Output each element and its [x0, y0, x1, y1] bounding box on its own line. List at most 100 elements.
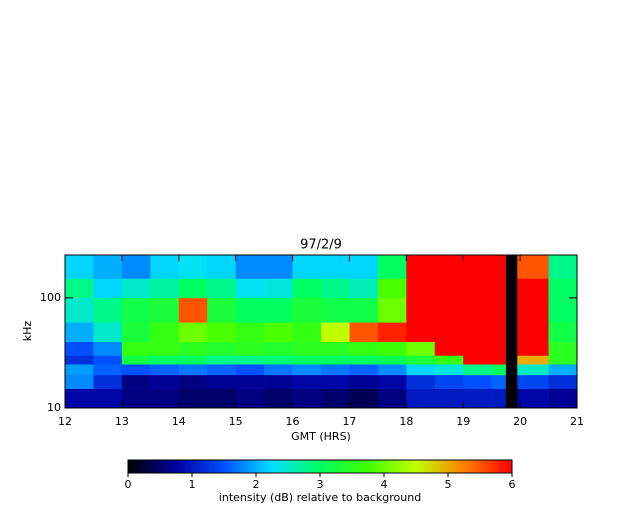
x-tick-label: 12 — [58, 415, 72, 428]
cell — [93, 278, 123, 299]
cell — [121, 322, 151, 342]
x-tick-label: 14 — [172, 415, 186, 428]
cell — [235, 388, 265, 409]
cell — [321, 255, 350, 279]
cell — [178, 388, 208, 409]
cell — [491, 364, 507, 376]
cell — [264, 364, 293, 376]
cell — [65, 364, 94, 376]
cell — [121, 341, 151, 356]
x-tick-label: 13 — [115, 415, 129, 428]
cell — [491, 255, 507, 279]
cell — [517, 364, 549, 376]
cell — [207, 364, 236, 376]
cell — [65, 278, 94, 299]
cell — [406, 374, 436, 389]
cell — [434, 364, 464, 376]
cell — [548, 322, 578, 342]
cell — [517, 374, 549, 389]
y-tick-label: 100 — [40, 291, 61, 304]
cell — [264, 322, 293, 342]
cell — [406, 322, 436, 342]
cell — [463, 364, 492, 376]
colorbar-label: intensity (dB) relative to background — [219, 491, 421, 504]
cell — [505, 364, 518, 376]
cell — [349, 297, 379, 323]
x-tick-label: 17 — [342, 415, 356, 428]
cell — [349, 355, 379, 365]
cell — [178, 297, 208, 323]
cell — [235, 355, 265, 365]
cell — [548, 364, 578, 376]
cell — [463, 374, 492, 389]
cell — [505, 341, 518, 356]
cell — [207, 255, 236, 279]
cell — [548, 374, 578, 389]
cell — [264, 374, 293, 389]
cell — [517, 322, 549, 342]
cell — [463, 255, 492, 279]
spectrogram — [65, 255, 578, 409]
cell — [548, 255, 578, 279]
cell — [321, 322, 350, 342]
x-tick-label: 19 — [456, 415, 470, 428]
cell — [434, 355, 464, 365]
x-axis-label: GMT (HRS) — [291, 430, 351, 443]
colorbar-tick-label: 5 — [445, 478, 452, 491]
cell — [491, 297, 507, 323]
cell — [463, 297, 492, 323]
cell — [406, 388, 436, 409]
cell — [121, 297, 151, 323]
cell — [292, 278, 322, 299]
cell — [93, 297, 123, 323]
cell — [321, 364, 350, 376]
cell — [491, 355, 507, 365]
cell — [235, 297, 265, 323]
x-tick-label: 16 — [286, 415, 300, 428]
cell — [235, 255, 265, 279]
x-tick-label: 21 — [570, 415, 584, 428]
cell — [93, 374, 123, 389]
cell — [264, 278, 293, 299]
cell — [292, 322, 322, 342]
cell — [150, 341, 180, 356]
cell — [121, 364, 151, 376]
cell — [434, 278, 464, 299]
cell — [321, 388, 350, 409]
cell — [235, 278, 265, 299]
cell — [349, 278, 379, 299]
cell — [377, 341, 407, 356]
cell — [292, 355, 322, 365]
cell — [377, 278, 407, 299]
cell — [207, 278, 236, 299]
cell — [505, 355, 518, 365]
cell — [121, 278, 151, 299]
cell — [292, 341, 322, 356]
cell — [491, 278, 507, 299]
cell — [349, 341, 379, 356]
cell — [377, 364, 407, 376]
cell — [65, 374, 94, 389]
cell — [406, 364, 436, 376]
cell — [178, 322, 208, 342]
cell — [548, 341, 578, 356]
cell — [463, 322, 492, 342]
cell — [121, 255, 151, 279]
chart-title: 97/2/9 — [300, 238, 342, 253]
colorbar-tick-label: 0 — [125, 478, 132, 491]
cell — [121, 388, 151, 409]
cell — [491, 374, 507, 389]
cell — [434, 374, 464, 389]
cell — [377, 388, 407, 409]
cell — [235, 364, 265, 376]
cell — [207, 297, 236, 323]
cell — [434, 297, 464, 323]
cell — [93, 355, 123, 365]
cell — [517, 278, 549, 299]
cell — [150, 278, 180, 299]
cell — [406, 355, 436, 365]
cell — [463, 278, 492, 299]
cell — [178, 374, 208, 389]
cell — [491, 341, 507, 356]
